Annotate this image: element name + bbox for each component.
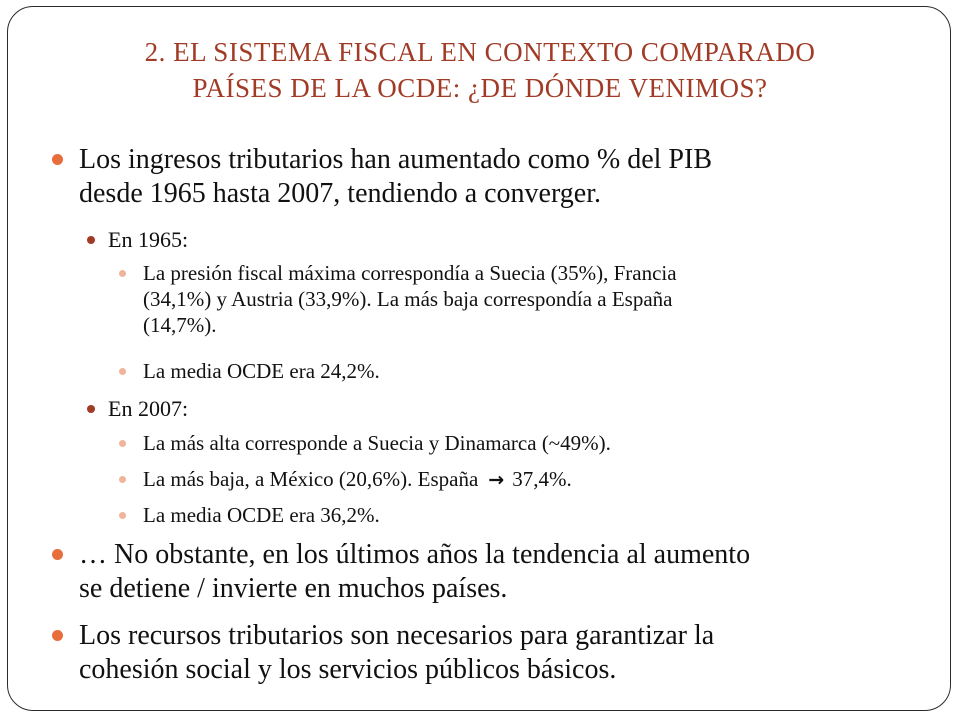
- item-presion-line-1: La presión fiscal máxima correspondía a …: [143, 261, 677, 285]
- bullet-level1-icon: [52, 630, 63, 641]
- bullet-ingresos-line-1: Los ingresos tributarios han aumentado c…: [79, 144, 712, 175]
- bullet-recursos-line-2: cohesión social y los servicios públicos…: [79, 654, 617, 685]
- subbullet-2007: En 2007:: [108, 396, 189, 421]
- bullet-recursos-line-1: Los recursos tributarios son necesarios …: [79, 620, 715, 651]
- item-mas-baja-text: La más baja, a México (20,6%). España: [143, 467, 479, 491]
- subbullet-1965: En 1965:: [108, 227, 189, 252]
- bullet-ingresos-line-2: desde 1965 hasta 2007, tendiendo a conve…: [79, 178, 602, 209]
- right-arrow-icon: →: [488, 469, 505, 491]
- bullet-level3-icon: [119, 270, 126, 277]
- item-mas-baja-2007: La más baja, a México (20,6%). España → 37…: [143, 466, 572, 493]
- bullet-no-obstante-line-2: se detiene / invierte en muchos países.: [79, 573, 508, 604]
- bullet-level3-icon: [119, 512, 126, 519]
- bullet-no-obstante: … No obstante, en los últimos años la te…: [79, 538, 750, 606]
- title-line-1: 2. EL SISTEMA FISCAL EN CONTEXTO COMPARA…: [144, 37, 816, 67]
- item-presion-line-2: (34,1%) y Austria (33,9%). La más baja c…: [143, 287, 673, 311]
- bullet-level3-icon: [119, 476, 126, 483]
- item-media-ocde-2007: La media OCDE era 36,2%.: [143, 503, 380, 527]
- bullet-level2-icon: [87, 405, 95, 413]
- item-espana-value: 37,4%.: [512, 467, 572, 491]
- item-presion-fiscal-1965: La presión fiscal máxima correspondía a …: [143, 260, 677, 338]
- item-presion-line-3: (14,7%).: [143, 313, 217, 337]
- title-line-2: PAÍSES DE LA OCDE: ¿DE DÓNDE VENIMOS?: [192, 73, 768, 103]
- item-media-ocde-1965: La media OCDE era 24,2%.: [143, 359, 380, 383]
- bullet-level1-icon: [52, 549, 63, 560]
- bullet-level3-icon: [119, 440, 126, 447]
- bullet-level3-icon: [119, 368, 126, 375]
- bullet-level2-icon: [87, 236, 95, 244]
- slide-title: 2. EL SISTEMA FISCAL EN CONTEXTO COMPARA…: [0, 34, 960, 106]
- slide-frame: [7, 6, 951, 711]
- bullet-level1-icon: [52, 154, 63, 165]
- bullet-ingresos: Los ingresos tributarios han aumentado c…: [79, 143, 712, 211]
- bullet-no-obstante-line-1: … No obstante, en los últimos años la te…: [79, 539, 751, 570]
- item-mas-alta-2007: La más alta corresponde a Suecia y Dinam…: [143, 431, 611, 455]
- bullet-recursos: Los recursos tributarios son necesarios …: [79, 619, 714, 687]
